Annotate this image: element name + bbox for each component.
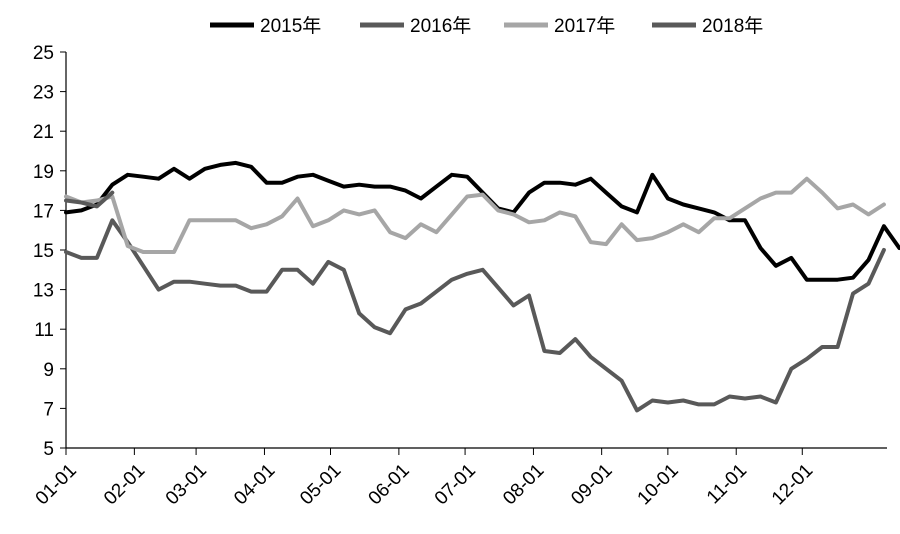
series-group [64,160,900,413]
legend-label: 2017年 [554,15,615,37]
y-tick-label: 7 [43,399,54,420]
x-tick-label: 10-01 [634,460,683,509]
x-tick-label: 09-01 [567,460,616,509]
y-tick-label: 11 [34,320,54,341]
y-tick-label: 9 [43,360,54,381]
y-tick-label: 13 [33,281,54,302]
x-tick-label: 08-01 [499,460,548,509]
y-tick-label: 21 [33,122,54,143]
x-tick-label: 01-01 [32,460,81,509]
y-tick-label: 5 [43,439,54,460]
legend-label: 2018年 [702,15,763,37]
series-line-2018 [64,190,115,209]
x-tick-label: 12-01 [768,460,817,509]
y-tick-label: 23 [33,83,54,104]
legend-label: 2016年 [410,15,471,37]
y-tick-label: 15 [33,241,54,262]
series-line-2017 [64,176,886,254]
x-tick-label: 05-01 [296,460,345,509]
legend-label: 2015年 [260,15,321,37]
y-tick-label: 19 [33,162,54,183]
legend: 2015年 2016年 2017年 2018年 [210,15,763,37]
x-tick-label: 07-01 [431,460,480,509]
y-tick-label: 25 [33,43,54,64]
x-tick-label: 04-01 [230,460,279,509]
series-line-2016 [64,218,886,413]
x-tick-label: 06-01 [365,460,414,509]
y-tick-label: 17 [33,201,54,222]
x-tick-label: 11-01 [703,460,751,508]
series-line-2015 [64,160,900,282]
x-tick-label: 03-01 [162,460,211,509]
x-tick-label: 02-01 [100,460,149,509]
